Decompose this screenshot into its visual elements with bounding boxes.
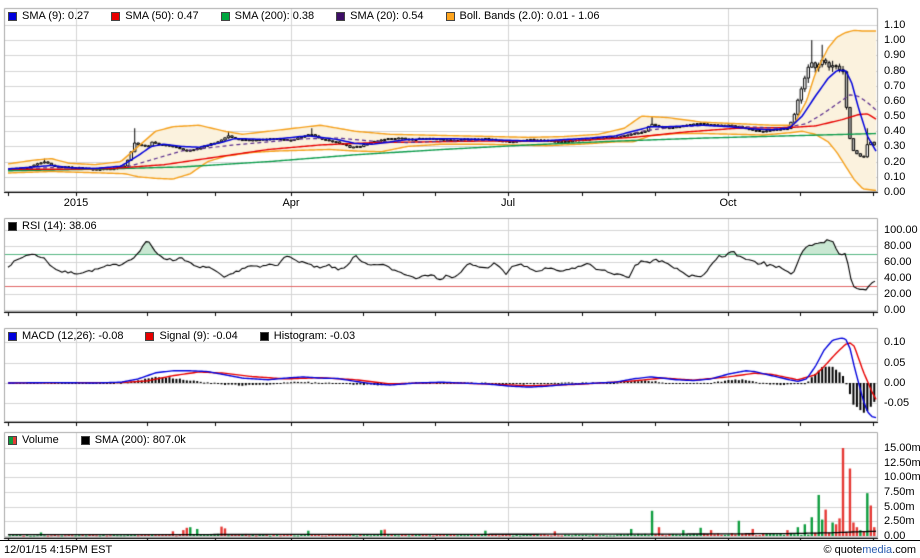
x-axis-label: 2015 [63, 197, 89, 209]
credit-copyright: © [823, 544, 835, 556]
quotemedia-link[interactable]: © quotemedia.com [823, 544, 916, 556]
x-axis-labels: 2015 Apr Jul Oct [0, 197, 920, 211]
credit-com: .com [892, 544, 916, 556]
x-axis-label: Oct [719, 197, 737, 209]
x-axis-label: Jul [500, 197, 516, 209]
x-axis-label: Apr [282, 197, 300, 209]
timestamp: 12/01/15 4:15PM EST [4, 544, 113, 556]
credit-quote: quote [834, 544, 863, 556]
credit-media: media [862, 544, 893, 556]
footer: 12/01/15 4:15PM EST © quotemedia.com [0, 540, 920, 558]
